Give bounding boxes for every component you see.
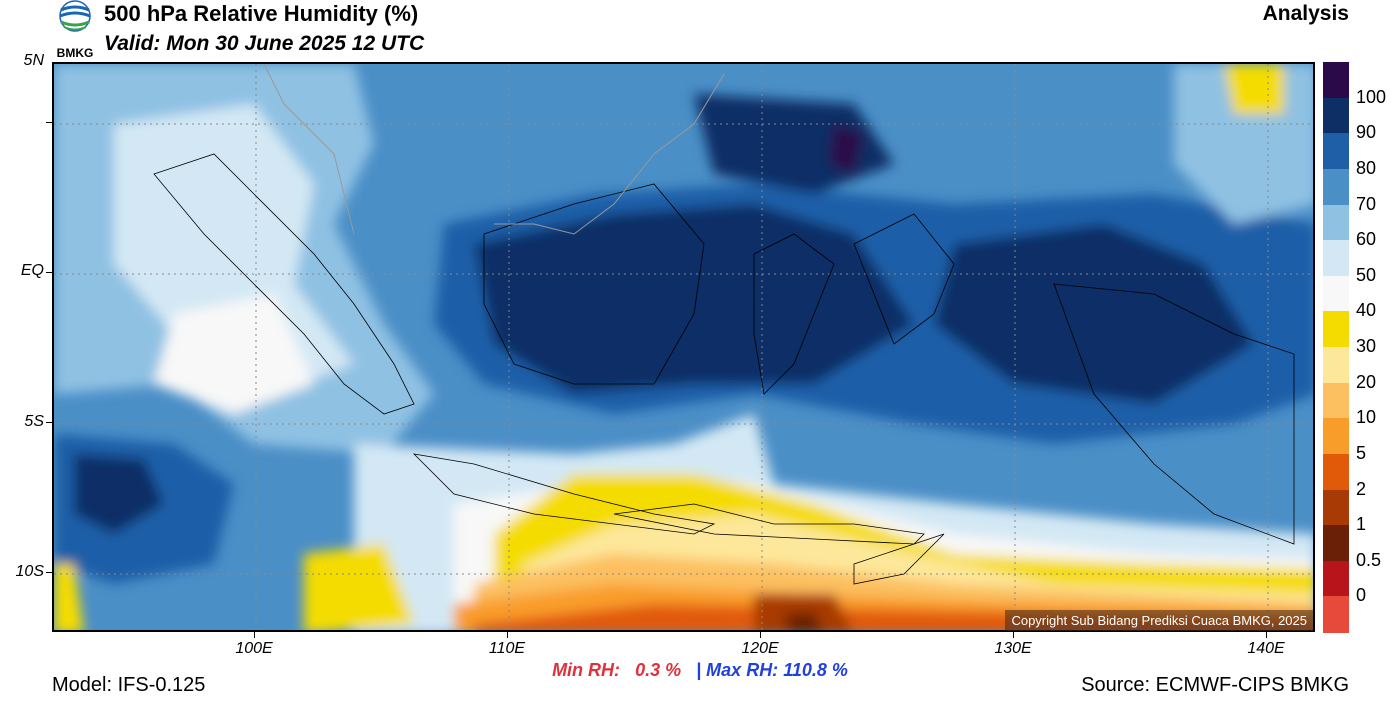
bmkg-logo: BMKG (52, 0, 98, 62)
min-max-separator: | (696, 660, 702, 680)
colorbar-segment (1323, 311, 1349, 348)
lon-label-120e: 120E (741, 640, 779, 657)
min-rh-value: 0.3 % (635, 660, 682, 680)
colorbar-segment (1323, 97, 1349, 134)
lat-label-eq: EQ (20, 262, 44, 279)
country-borders (263, 64, 725, 235)
tick-120e (760, 632, 761, 638)
colorbar-label: 80 (1356, 157, 1377, 178)
tick-10s (46, 572, 52, 573)
colorbar-segment (1323, 453, 1349, 490)
logo-text: BMKG (56, 46, 94, 60)
valid-time: Valid: Mon 30 June 2025 12 UTC (104, 32, 425, 55)
coastlines (153, 153, 1295, 585)
tick-5n (46, 122, 52, 123)
colorbar-label: 5 (1356, 442, 1367, 463)
lat-lon-grid (54, 64, 1313, 630)
colorbar-label: 2 (1356, 478, 1367, 499)
tick-110e (507, 632, 508, 638)
tick-100e (254, 632, 255, 638)
colorbar-segment (1323, 204, 1349, 241)
lon-label-110e: 110E (488, 640, 526, 657)
tick-5s (46, 422, 52, 423)
lon-label-100e: 100E (235, 640, 273, 657)
colorbar-label: 1 (1356, 514, 1367, 535)
lat-label-10s: 10S (15, 563, 44, 580)
colorbar-segment (1323, 275, 1349, 312)
min-rh-label: Min RH: (552, 660, 621, 680)
colorbar-segment (1323, 133, 1349, 170)
colorbar (1323, 62, 1349, 633)
colorbar-label: 20 (1356, 371, 1377, 392)
colorbar-label: 0 (1356, 585, 1367, 606)
min-max-rh: Min RH: 0.3 % | Max RH: 110.8 % (0, 660, 1400, 681)
lon-label-140e: 140E (1247, 640, 1285, 657)
colorbar-label: 0.5 (1356, 549, 1382, 570)
lat-label-5n: 5N (23, 52, 44, 69)
colorbar-label: 40 (1356, 300, 1377, 321)
colorbar-label: 50 (1356, 264, 1377, 285)
humidity-field (54, 64, 1313, 630)
colorbar-segment (1323, 525, 1349, 562)
tick-140e (1266, 632, 1267, 638)
colorbar-segment (1323, 489, 1349, 526)
colorbar-label: 10 (1356, 407, 1377, 428)
colorbar-label: 100 (1356, 86, 1387, 107)
colorbar-segment (1323, 418, 1349, 455)
colorbar-segment (1323, 382, 1349, 419)
analysis-label: Analysis (1262, 2, 1349, 25)
colorbar-label: 30 (1356, 336, 1377, 356)
max-rh-label: Max RH: (706, 660, 779, 680)
colorbar-label: 70 (1356, 193, 1377, 214)
source-info: Source: ECMWF-CIPS BMKG (1081, 674, 1349, 696)
colorbar-segment (1323, 347, 1349, 384)
colorbar-label: 90 (1356, 122, 1377, 143)
copyright-notice: Copyright Sub Bidang Prediksi Cuaca BMKG… (1005, 610, 1313, 631)
colorbar-segment (1323, 168, 1349, 205)
colorbar-label: 60 (1356, 229, 1377, 250)
tick-130e (1013, 632, 1014, 638)
colorbar-segment (1323, 560, 1349, 597)
colorbar-segment (1323, 596, 1349, 633)
colorbar-segment (1323, 62, 1349, 99)
lon-label-130e: 130E (994, 640, 1032, 657)
map-title: 500 hPa Relative Humidity (%) (104, 1, 419, 26)
model-info: Model: IFS-0.125 (52, 674, 206, 696)
colorbar-segment (1323, 240, 1349, 277)
lat-label-5s: 5S (24, 413, 44, 430)
humidity-map (52, 62, 1315, 632)
tick-eq (46, 272, 52, 273)
max-rh-value: 110.8 % (783, 660, 848, 680)
